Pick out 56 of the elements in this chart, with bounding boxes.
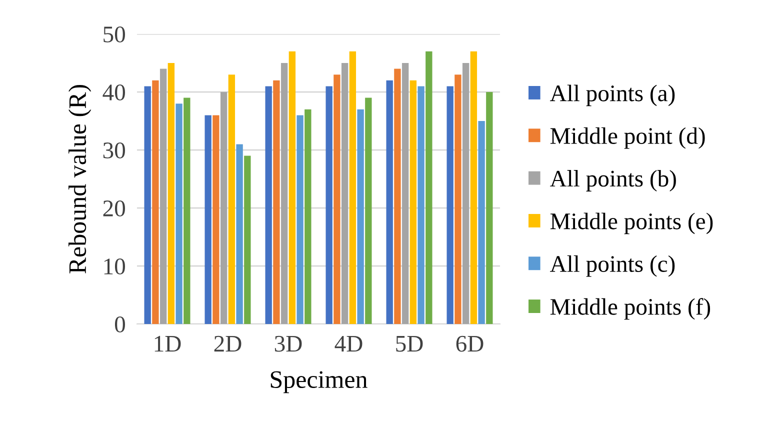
bar bbox=[426, 51, 432, 324]
legend-label: Middle points (e) bbox=[550, 212, 713, 234]
bar bbox=[454, 74, 462, 324]
y-axis-title: Rebound value (R) bbox=[68, 84, 92, 274]
x-tick-label: 3D bbox=[274, 336, 302, 352]
bar bbox=[280, 63, 288, 324]
y-tick-label: 0 bbox=[114, 316, 125, 332]
bar bbox=[334, 74, 340, 324]
y-tick-label: 30 bbox=[103, 142, 125, 158]
bar bbox=[402, 63, 409, 324]
bar bbox=[418, 86, 424, 324]
bar bbox=[220, 92, 228, 324]
bar bbox=[462, 63, 470, 324]
y-tick-label: 50 bbox=[104, 26, 125, 42]
bar bbox=[288, 51, 296, 324]
bar bbox=[394, 68, 401, 324]
x-tick-label: 6D bbox=[456, 336, 484, 352]
bar bbox=[265, 86, 272, 324]
x-tick-label: 2D bbox=[214, 336, 242, 352]
bar bbox=[160, 68, 167, 324]
bar bbox=[326, 86, 332, 324]
bar bbox=[168, 63, 175, 324]
bar bbox=[357, 109, 364, 324]
x-axis-title: Specimen bbox=[270, 371, 368, 394]
bar bbox=[212, 115, 220, 324]
bar bbox=[236, 144, 243, 324]
bar bbox=[204, 115, 212, 324]
legend-label: All points (c) bbox=[550, 255, 675, 277]
bar bbox=[296, 115, 304, 324]
bar bbox=[349, 51, 356, 324]
bar bbox=[152, 80, 159, 324]
bar bbox=[341, 63, 348, 324]
bar bbox=[184, 98, 190, 324]
x-tick-label: 1D bbox=[154, 336, 181, 352]
bar bbox=[228, 74, 236, 324]
bar bbox=[365, 98, 372, 324]
bar bbox=[144, 86, 151, 324]
y-tick-label: 20 bbox=[103, 200, 125, 216]
bar bbox=[486, 92, 493, 324]
bar bbox=[176, 104, 182, 324]
bar bbox=[410, 80, 417, 324]
bar bbox=[478, 121, 485, 324]
legend-label: All points (a) bbox=[550, 84, 675, 106]
y-tick-label: 40 bbox=[102, 84, 125, 100]
bar bbox=[244, 156, 251, 324]
bar bbox=[273, 80, 280, 324]
bar bbox=[470, 51, 478, 324]
x-tick-label: 4D bbox=[334, 336, 362, 352]
bar bbox=[304, 109, 312, 324]
legend-label: Middle points (f) bbox=[550, 298, 710, 320]
x-tick-label: 5D bbox=[396, 336, 423, 352]
legend-label: All points (b) bbox=[550, 170, 676, 192]
legend-label: Middle point (d) bbox=[550, 127, 705, 149]
bar bbox=[386, 80, 393, 324]
y-tick-label: 10 bbox=[104, 258, 125, 274]
bar bbox=[446, 86, 454, 324]
